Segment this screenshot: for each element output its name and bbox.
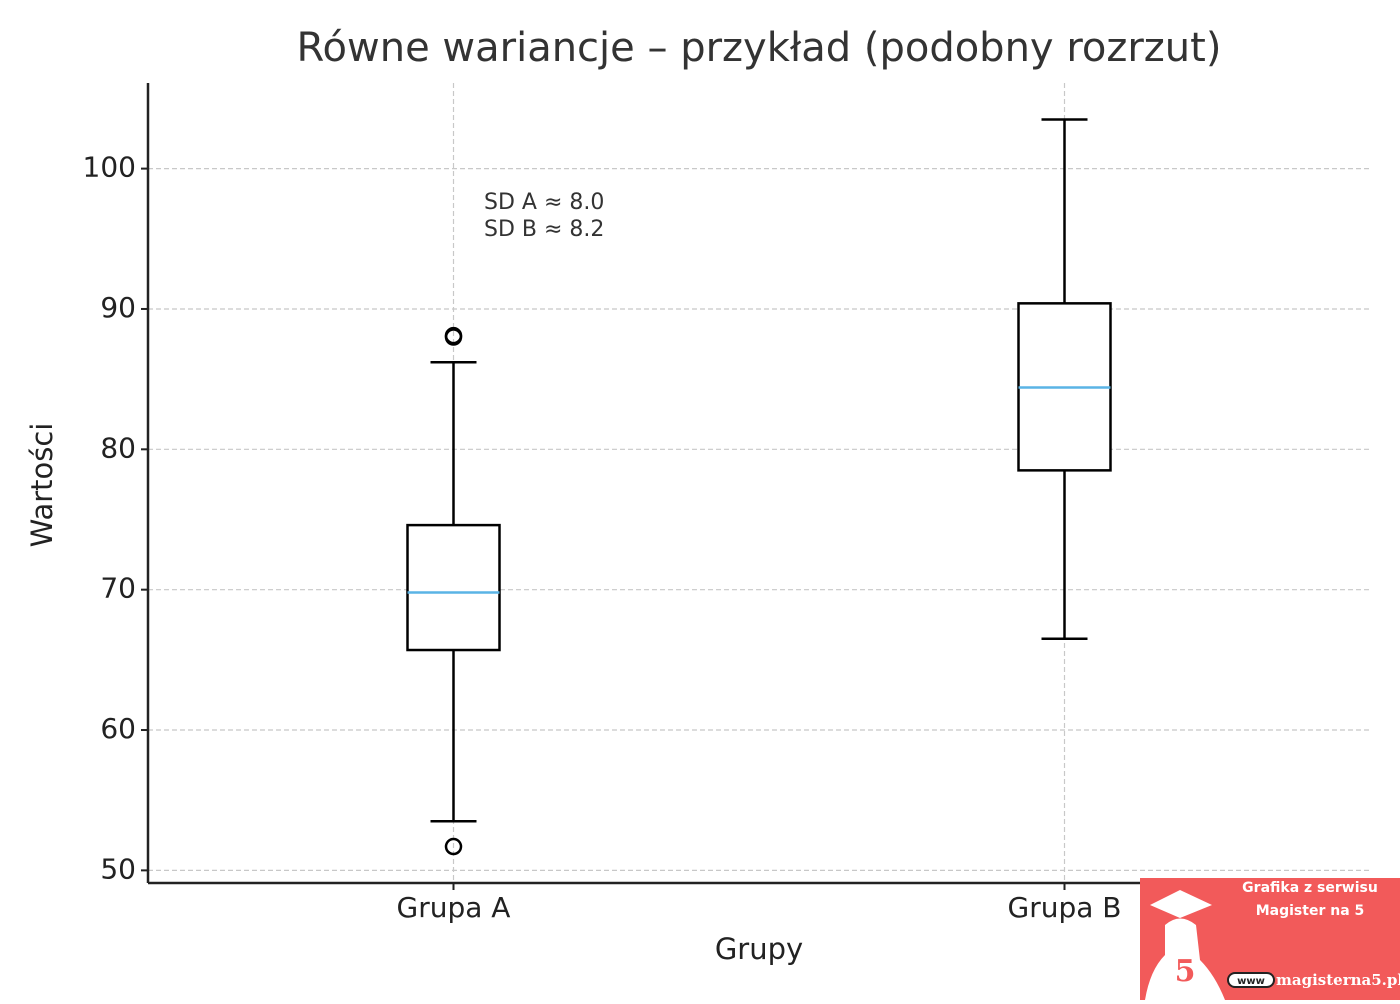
outlier <box>444 837 463 856</box>
x-axis-label: Grupy <box>715 932 803 966</box>
annotation: SD A ≈ 8.0 <box>484 190 604 215</box>
plot-area: 50 60 70 80 90 100 Grupa A Grupa B <box>83 83 1370 924</box>
x-tick-label: Grupa A <box>397 891 511 924</box>
y-tick-label: 50 <box>100 852 136 885</box>
outlier <box>444 326 463 345</box>
watermark-text: Grafika z serwisu <box>1242 880 1378 896</box>
x-tick-label: Grupa B <box>1008 891 1122 924</box>
watermark-badge: 5 <box>1175 954 1196 989</box>
silhouette-icon <box>1145 918 1225 1000</box>
watermark-url-prefix: www <box>1237 976 1265 987</box>
y-tick-label: 70 <box>100 572 136 605</box>
chart-title: Równe wariancje – przykład (podobny rozr… <box>297 25 1222 71</box>
y-tick-label: 100 <box>83 151 136 184</box>
url-pill <box>1227 972 1275 988</box>
y-tick-label: 60 <box>100 712 136 745</box>
annotation: SD B ≈ 8.2 <box>484 217 604 242</box>
y-axis-label: Wartości <box>25 423 59 548</box>
watermark-text: Magister na 5 <box>1256 903 1365 919</box>
y-tick-label: 90 <box>100 291 136 324</box>
y-tick-label: 80 <box>100 431 136 464</box>
box <box>406 523 501 652</box>
watermark-url: magisterna5.pl <box>1276 971 1400 989</box>
cap-icon <box>1150 890 1212 918</box>
watermark: Grafika z serwisu Magister na 5 5 www ma… <box>1140 878 1400 1000</box>
